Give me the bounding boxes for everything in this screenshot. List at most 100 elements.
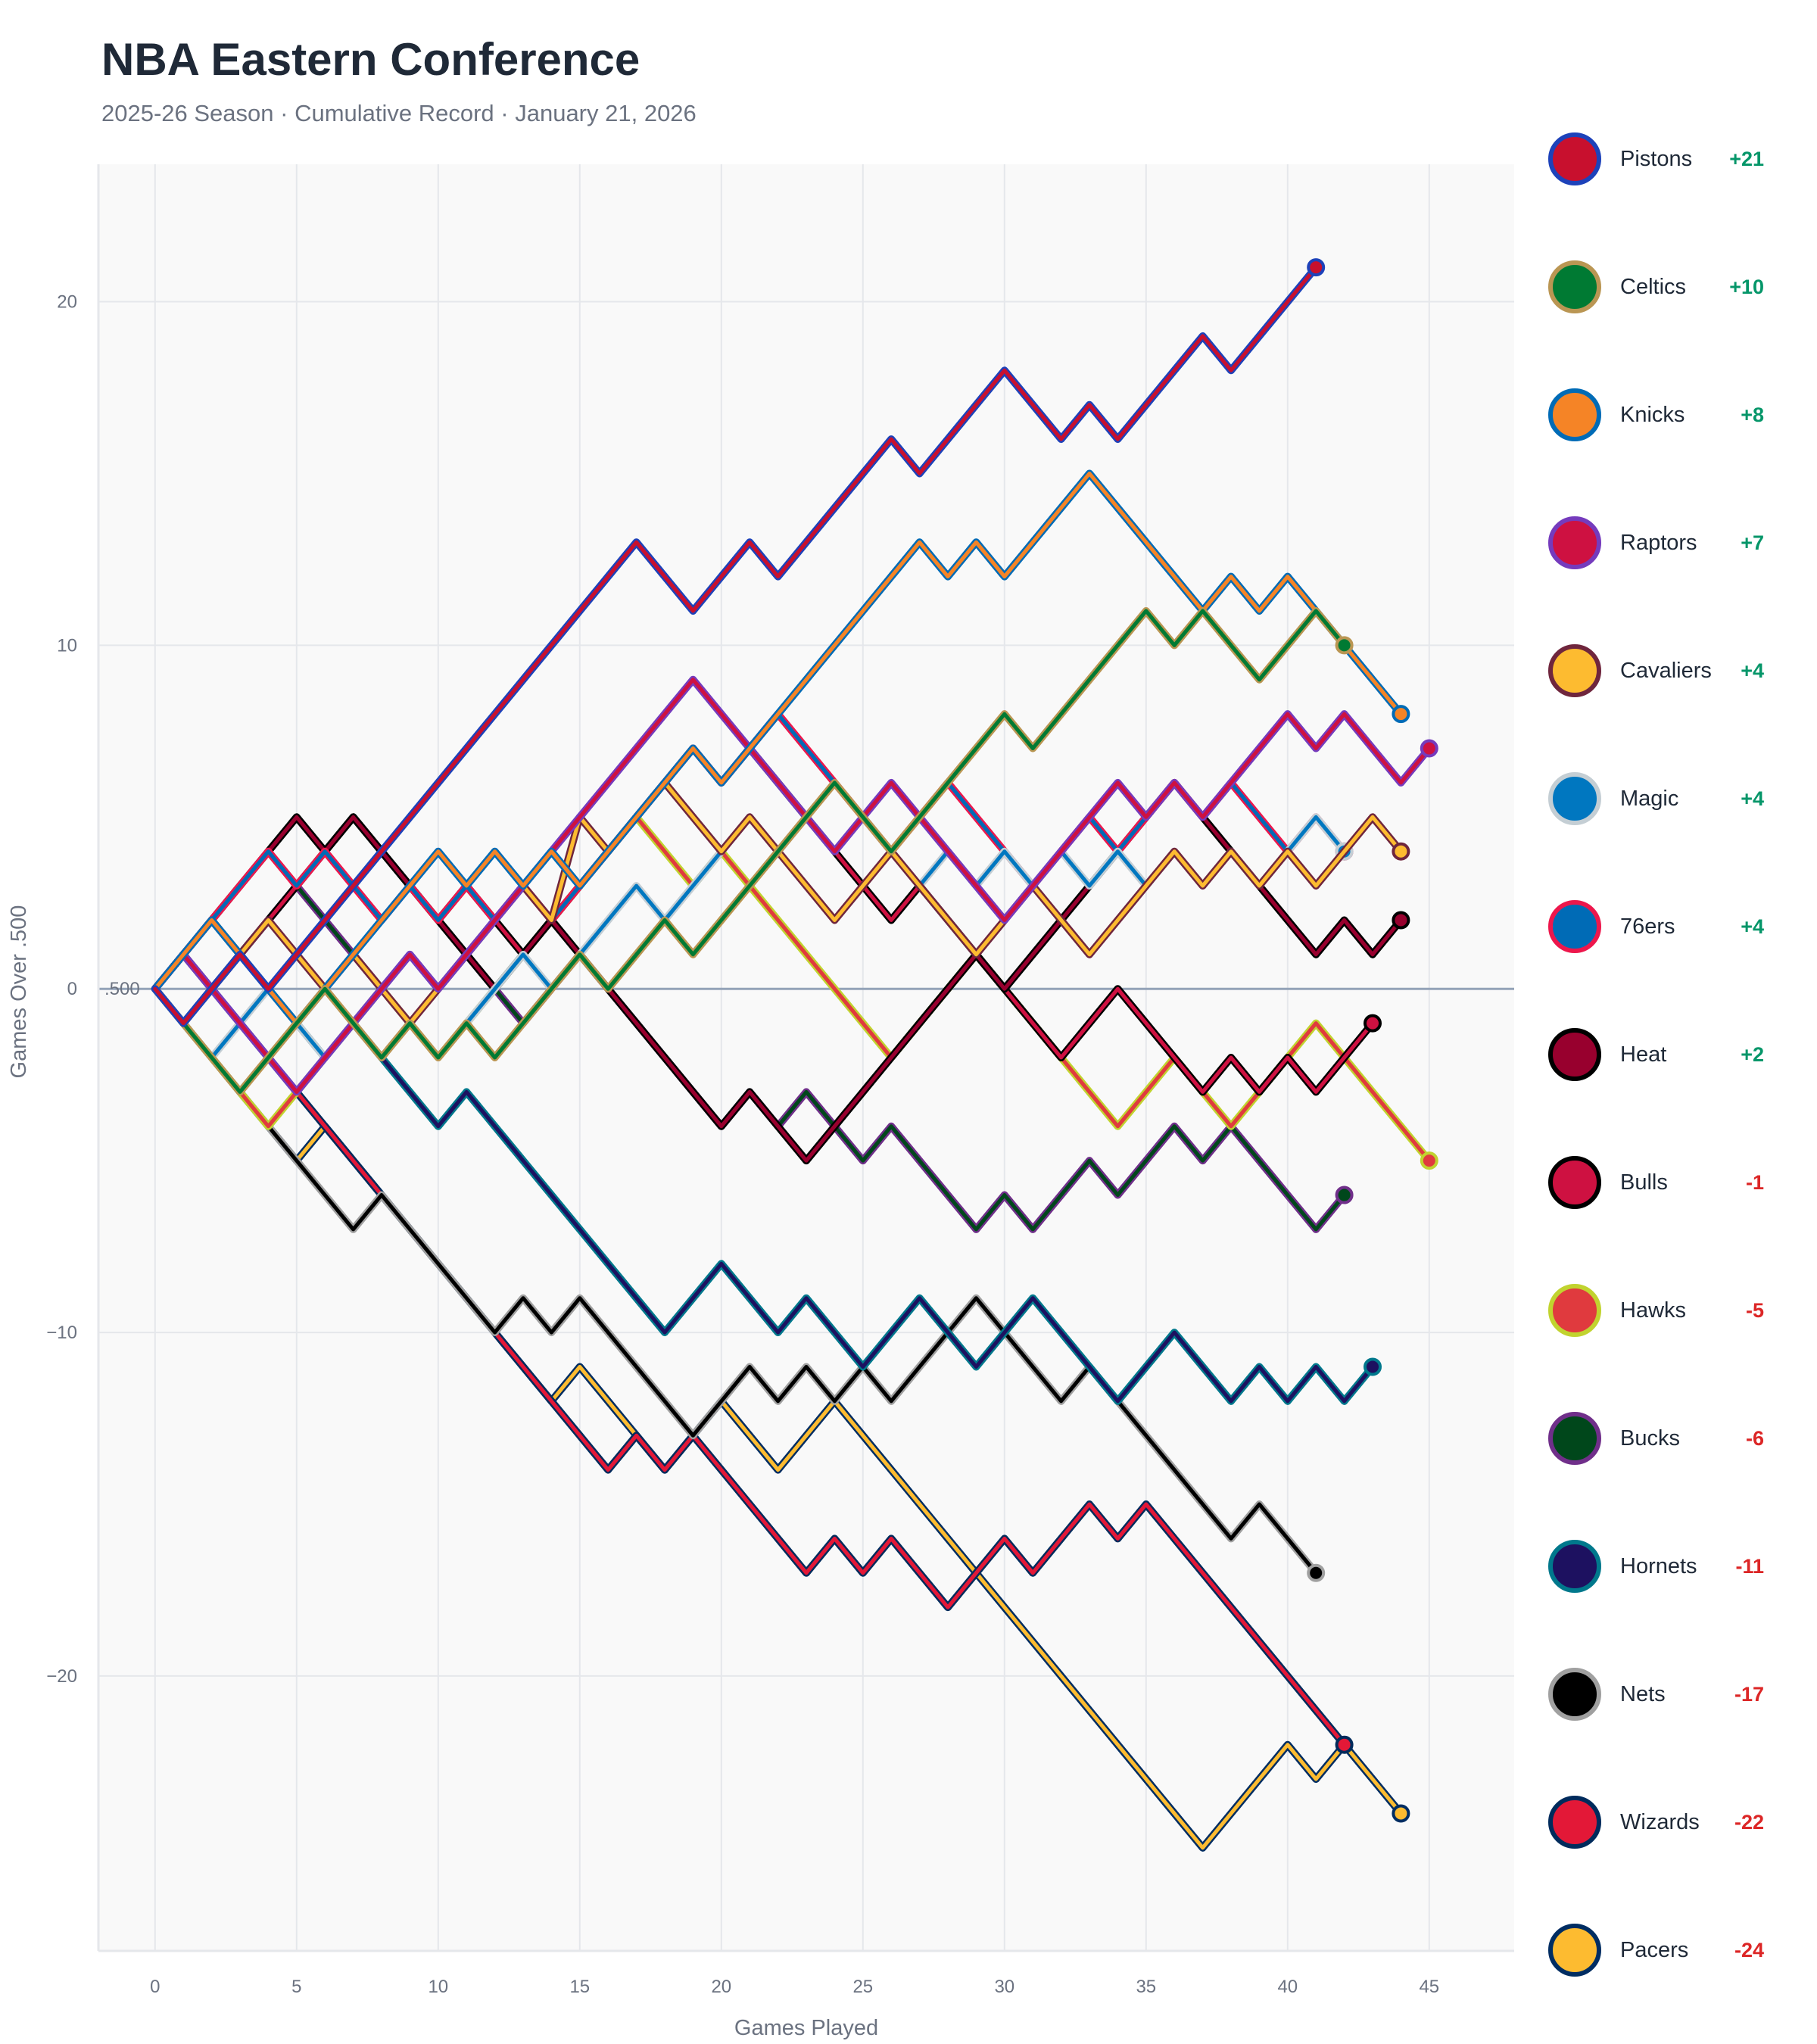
plot-background [98, 164, 1514, 1951]
legend-item-knicks[interactable]: Knicks +8 [1544, 385, 1817, 445]
series-layer [151, 258, 1438, 1852]
legend-item-heat[interactable]: Heat +2 [1544, 1024, 1817, 1085]
legend-team-value: +4 [1741, 659, 1764, 682]
legend-team-value: -11 [1735, 1554, 1764, 1578]
legend-team-value: -24 [1734, 1938, 1764, 1961]
legend-team-name: Wizards [1620, 1809, 1700, 1834]
endpoint-hawks [1420, 1151, 1438, 1170]
x-tick-label: 45 [1419, 1977, 1439, 1997]
legend-item-celtics[interactable]: Celtics +10 [1544, 257, 1817, 317]
legend-team-value: +8 [1741, 403, 1764, 426]
chart-subtitle: 2025-26 Season · Cumulative Record · Jan… [101, 100, 697, 126]
x-tick-label: 0 [150, 1977, 160, 1997]
legend-team-value: +4 [1741, 787, 1764, 810]
endpoint-knicks [1392, 705, 1410, 724]
hornets-logo-icon [1544, 1536, 1605, 1597]
endpoint-pacers [1392, 1804, 1410, 1823]
x-tick-label: 30 [994, 1977, 1014, 1997]
legend-team-name: Hornets [1620, 1553, 1697, 1578]
y-tick-label: 0 [67, 979, 77, 999]
y-tick-label: 20 [57, 292, 77, 313]
series-line-pistons [153, 265, 1318, 1026]
legend-team-name: Celtics [1620, 274, 1687, 299]
series-line-celtics [153, 609, 1347, 1094]
y-tick-label: 10 [57, 635, 77, 656]
y-tick-label: −20 [46, 1666, 77, 1687]
pacers-logo-icon [1544, 1920, 1605, 1980]
y-tick-label: −10 [46, 1323, 77, 1343]
cavaliers-logo-icon [1544, 640, 1605, 701]
x-tick-label: 25 [852, 1977, 873, 1997]
endpoint-hornets [1364, 1357, 1382, 1376]
legend-team-name: Knicks [1620, 402, 1685, 427]
celtics-logo-icon [1544, 257, 1605, 317]
legend-item-bucks[interactable]: Bucks -6 [1544, 1408, 1817, 1469]
endpoint-bulls [1364, 1014, 1382, 1033]
legend-item-magic[interactable]: Magic +4 [1544, 768, 1817, 829]
x-axis-title: Games Played [734, 2016, 878, 2040]
legend-item-raptors[interactable]: Raptors +7 [1544, 513, 1817, 573]
legend-team-value: -6 [1745, 1426, 1764, 1450]
legend-item-hawks[interactable]: Hawks -5 [1544, 1280, 1817, 1341]
legend-team-value: -1 [1745, 1170, 1764, 1194]
bucks-logo-icon [1544, 1408, 1605, 1469]
nets-logo-icon [1544, 1664, 1605, 1725]
endpoint-heat [1392, 911, 1410, 930]
legend-item-nets[interactable]: Nets -17 [1544, 1664, 1817, 1725]
76ers-logo-icon [1544, 896, 1605, 957]
series-line-knicks [153, 471, 1403, 1026]
x-tick-label: 35 [1136, 1977, 1156, 1997]
series-line-nets [153, 986, 1318, 1575]
endpoint-cavaliers [1392, 842, 1410, 861]
legend-team-value: +21 [1729, 147, 1764, 170]
x-tick-label: 5 [291, 1977, 301, 1997]
legend-item-cavaliers[interactable]: Cavaliers +4 [1544, 640, 1817, 701]
legend-team-value: -5 [1745, 1298, 1764, 1322]
legend-item-76ers[interactable]: 76ers +4 [1544, 896, 1817, 957]
legend-team-value: +2 [1741, 1042, 1764, 1066]
legend-item-hornets[interactable]: Hornets -11 [1544, 1536, 1817, 1597]
legend-team-value: +4 [1741, 915, 1764, 938]
legend-team-name: Bucks [1620, 1426, 1680, 1450]
pistons-logo-icon [1544, 129, 1605, 189]
legend-item-bulls[interactable]: Bulls -1 [1544, 1152, 1817, 1213]
chart-title: NBA Eastern Conference [101, 34, 640, 85]
y-axis-title: Games Over .500 [7, 905, 31, 1079]
endpoint-raptors [1420, 739, 1438, 758]
raptors-logo-icon [1544, 513, 1605, 573]
legend-item-pacers[interactable]: Pacers -24 [1544, 1920, 1817, 1980]
legend-team-name: Nets [1620, 1681, 1666, 1706]
legend-item-wizards[interactable]: Wizards -22 [1544, 1792, 1817, 1852]
bulls-logo-icon [1544, 1152, 1605, 1213]
endpoint-pistons [1307, 258, 1326, 277]
legend-team-name: Cavaliers [1620, 658, 1712, 683]
legend-item-pistons[interactable]: Pistons +21 [1544, 129, 1817, 189]
ticks-layer: 0 5 10 15 20 25 30 35 40 45 −20 −10 0 10 20 .500 [46, 292, 1439, 1997]
legend-team-value: +10 [1729, 275, 1764, 298]
legend-team-name: Raptors [1620, 530, 1697, 555]
series-line-wizards [153, 952, 1347, 1747]
knicks-logo-icon [1544, 385, 1605, 445]
zero-line-label: .500 [104, 979, 140, 999]
legend-team-name: Magic [1620, 786, 1679, 811]
series-line-raptors [153, 678, 1432, 1094]
x-tick-label: 10 [428, 1977, 448, 1997]
magic-logo-icon [1544, 768, 1605, 829]
x-tick-label: 40 [1277, 1977, 1298, 1997]
legend-team-value: -17 [1734, 1682, 1764, 1706]
legend-team-value: -22 [1734, 1810, 1764, 1834]
legend-team-value: +7 [1741, 531, 1764, 554]
legend-team-name: Bulls [1620, 1170, 1668, 1195]
endpoint-bucks [1335, 1186, 1354, 1204]
x-tick-label: 20 [711, 1977, 731, 1997]
legend-team-name: Pacers [1620, 1937, 1689, 1962]
wizards-logo-icon [1544, 1792, 1605, 1852]
hawks-logo-icon [1544, 1280, 1605, 1341]
endpoint-nets [1307, 1563, 1326, 1582]
legend-team-name: Hawks [1620, 1298, 1687, 1323]
heat-logo-icon [1544, 1024, 1605, 1085]
legend-team-name: Pistons [1620, 146, 1693, 171]
endpoint-celtics [1335, 636, 1354, 655]
legend-team-name: Heat [1620, 1042, 1667, 1067]
